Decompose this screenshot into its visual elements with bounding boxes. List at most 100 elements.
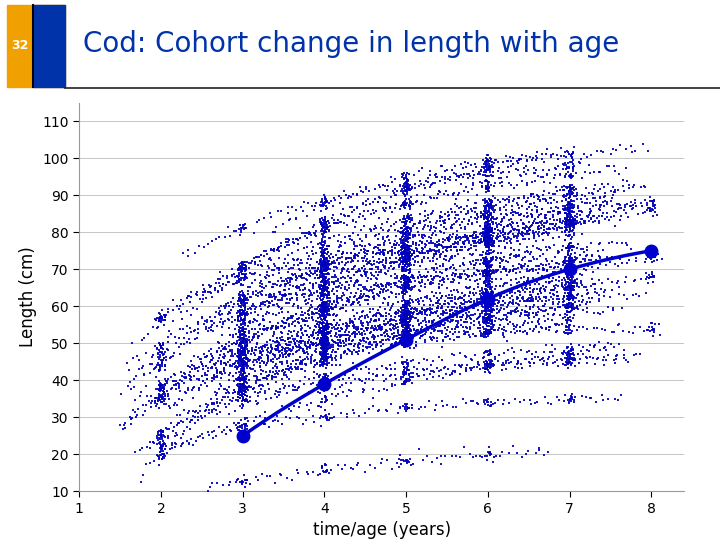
Point xyxy=(323,288,334,297)
Point xyxy=(524,266,536,274)
Point xyxy=(230,272,241,281)
Point xyxy=(403,202,415,211)
Point xyxy=(320,359,331,368)
Point xyxy=(485,235,496,244)
Point xyxy=(612,261,624,270)
Point xyxy=(400,248,411,256)
Point xyxy=(417,296,428,305)
Point xyxy=(482,197,493,206)
Point xyxy=(411,223,423,232)
Point xyxy=(501,221,513,230)
Point xyxy=(505,226,516,235)
Point xyxy=(613,254,624,262)
Point xyxy=(318,284,330,292)
Point xyxy=(402,309,414,318)
Point xyxy=(642,326,654,334)
Point xyxy=(518,228,529,237)
Point xyxy=(479,318,490,327)
Point xyxy=(485,398,497,407)
Point xyxy=(318,274,329,282)
Point xyxy=(524,291,536,299)
Point xyxy=(208,400,220,409)
Point xyxy=(215,407,226,416)
Point xyxy=(597,256,608,265)
Point xyxy=(297,329,308,338)
Point xyxy=(317,221,328,230)
Point xyxy=(320,376,332,385)
Point xyxy=(518,211,530,220)
Point xyxy=(485,220,496,228)
Point xyxy=(484,226,495,234)
Point xyxy=(232,312,243,320)
Point xyxy=(420,242,431,251)
Point xyxy=(433,190,444,198)
Point xyxy=(569,279,580,287)
Point xyxy=(221,423,233,431)
Point xyxy=(179,369,191,378)
Point xyxy=(482,238,493,247)
Point xyxy=(316,307,328,315)
Point xyxy=(489,193,500,202)
Point xyxy=(511,219,523,228)
Point xyxy=(193,242,204,251)
Point xyxy=(403,300,415,309)
Point xyxy=(600,355,611,364)
Point xyxy=(375,325,387,334)
Point xyxy=(421,292,433,300)
Point xyxy=(427,179,438,188)
Point xyxy=(279,350,290,359)
Point xyxy=(401,274,413,283)
Point xyxy=(563,356,575,365)
Point xyxy=(398,180,410,188)
Point xyxy=(361,185,372,193)
Point xyxy=(175,368,186,377)
Point xyxy=(459,237,471,246)
Point xyxy=(390,258,402,267)
Point xyxy=(466,219,477,227)
Point xyxy=(482,448,494,456)
Point xyxy=(416,273,428,281)
Point xyxy=(404,326,415,334)
Point xyxy=(392,306,404,314)
Point xyxy=(616,303,628,312)
Point xyxy=(202,364,214,373)
Point xyxy=(553,233,564,242)
Point xyxy=(533,245,544,254)
Point xyxy=(200,362,212,370)
Point xyxy=(237,326,248,334)
Point xyxy=(571,280,582,289)
Point xyxy=(302,306,314,315)
Point xyxy=(397,322,409,331)
Point xyxy=(165,373,176,381)
Point xyxy=(418,306,430,314)
Point xyxy=(219,233,230,241)
Point xyxy=(540,278,552,286)
Point xyxy=(522,226,534,235)
Point xyxy=(213,310,225,319)
Point xyxy=(156,393,167,401)
Point xyxy=(156,357,168,366)
Point xyxy=(273,343,284,352)
Point xyxy=(301,314,312,322)
Point xyxy=(318,294,329,303)
Point xyxy=(227,396,238,405)
Point xyxy=(401,313,413,321)
Point xyxy=(235,224,246,232)
Point xyxy=(566,218,577,226)
Point xyxy=(163,327,175,336)
Point xyxy=(396,252,408,260)
Point xyxy=(232,271,243,280)
Point xyxy=(281,413,292,421)
Point xyxy=(567,257,578,266)
Point xyxy=(425,193,436,201)
Point xyxy=(404,327,415,336)
Point xyxy=(287,302,299,311)
Point xyxy=(426,305,437,314)
Point xyxy=(357,346,369,355)
Point xyxy=(333,321,345,329)
Point xyxy=(402,323,414,332)
Point xyxy=(391,309,402,318)
Point xyxy=(240,376,251,385)
Point xyxy=(563,290,575,299)
Point xyxy=(318,279,329,288)
